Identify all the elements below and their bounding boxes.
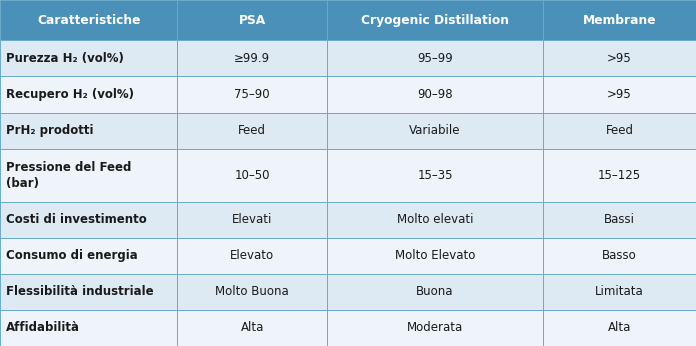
FancyBboxPatch shape — [543, 148, 696, 202]
Text: Feed: Feed — [238, 124, 267, 137]
FancyBboxPatch shape — [543, 274, 696, 310]
FancyBboxPatch shape — [543, 112, 696, 148]
FancyBboxPatch shape — [177, 148, 327, 202]
FancyBboxPatch shape — [543, 0, 696, 40]
FancyBboxPatch shape — [327, 148, 543, 202]
FancyBboxPatch shape — [0, 238, 177, 274]
Text: 15–35: 15–35 — [417, 169, 453, 182]
FancyBboxPatch shape — [177, 274, 327, 310]
FancyBboxPatch shape — [177, 238, 327, 274]
FancyBboxPatch shape — [0, 148, 177, 202]
FancyBboxPatch shape — [543, 238, 696, 274]
FancyBboxPatch shape — [0, 40, 177, 76]
FancyBboxPatch shape — [177, 202, 327, 238]
FancyBboxPatch shape — [177, 76, 327, 112]
FancyBboxPatch shape — [327, 238, 543, 274]
FancyBboxPatch shape — [177, 40, 327, 76]
Text: Bassi: Bassi — [604, 213, 635, 226]
FancyBboxPatch shape — [0, 76, 177, 112]
FancyBboxPatch shape — [327, 112, 543, 148]
Text: 10–50: 10–50 — [235, 169, 270, 182]
FancyBboxPatch shape — [543, 76, 696, 112]
FancyBboxPatch shape — [0, 112, 177, 148]
Text: Limitata: Limitata — [595, 285, 644, 298]
Text: Molto Buona: Molto Buona — [216, 285, 289, 298]
Text: Affidabilità: Affidabilità — [6, 321, 79, 335]
Text: Costi di investimento: Costi di investimento — [6, 213, 146, 226]
FancyBboxPatch shape — [0, 310, 177, 346]
Text: Molto elevati: Molto elevati — [397, 213, 473, 226]
FancyBboxPatch shape — [0, 0, 177, 40]
Text: Alta: Alta — [241, 321, 264, 335]
Text: >95: >95 — [607, 52, 632, 65]
Text: Purezza H₂ (vol%): Purezza H₂ (vol%) — [6, 52, 123, 65]
Text: Moderata: Moderata — [407, 321, 463, 335]
Text: Alta: Alta — [608, 321, 631, 335]
Text: 15–125: 15–125 — [598, 169, 641, 182]
Text: Basso: Basso — [602, 249, 637, 262]
Text: Flessibilità industriale: Flessibilità industriale — [6, 285, 153, 298]
Text: Caratteristiche: Caratteristiche — [37, 13, 141, 27]
Text: PrH₂ prodotti: PrH₂ prodotti — [6, 124, 93, 137]
FancyBboxPatch shape — [177, 112, 327, 148]
Text: Recupero H₂ (vol%): Recupero H₂ (vol%) — [6, 88, 134, 101]
Text: Buona: Buona — [416, 285, 454, 298]
Text: Cryogenic Distillation: Cryogenic Distillation — [361, 13, 509, 27]
Text: Consumo di energia: Consumo di energia — [6, 249, 137, 262]
Text: Pressione del Feed
(bar): Pressione del Feed (bar) — [6, 161, 131, 190]
FancyBboxPatch shape — [177, 0, 327, 40]
Text: Elevati: Elevati — [232, 213, 273, 226]
FancyBboxPatch shape — [177, 310, 327, 346]
Text: >95: >95 — [607, 88, 632, 101]
FancyBboxPatch shape — [0, 202, 177, 238]
FancyBboxPatch shape — [327, 76, 543, 112]
FancyBboxPatch shape — [327, 202, 543, 238]
Text: Elevato: Elevato — [230, 249, 274, 262]
Text: 95–99: 95–99 — [417, 52, 453, 65]
Text: Membrane: Membrane — [583, 13, 656, 27]
FancyBboxPatch shape — [543, 40, 696, 76]
Text: Molto Elevato: Molto Elevato — [395, 249, 475, 262]
FancyBboxPatch shape — [543, 202, 696, 238]
FancyBboxPatch shape — [327, 274, 543, 310]
Text: ≥99.9: ≥99.9 — [235, 52, 270, 65]
FancyBboxPatch shape — [543, 310, 696, 346]
Text: Feed: Feed — [606, 124, 633, 137]
Text: 75–90: 75–90 — [235, 88, 270, 101]
Text: PSA: PSA — [239, 13, 266, 27]
FancyBboxPatch shape — [0, 274, 177, 310]
FancyBboxPatch shape — [327, 40, 543, 76]
FancyBboxPatch shape — [327, 310, 543, 346]
Text: 90–98: 90–98 — [417, 88, 453, 101]
Text: Variabile: Variabile — [409, 124, 461, 137]
FancyBboxPatch shape — [327, 0, 543, 40]
